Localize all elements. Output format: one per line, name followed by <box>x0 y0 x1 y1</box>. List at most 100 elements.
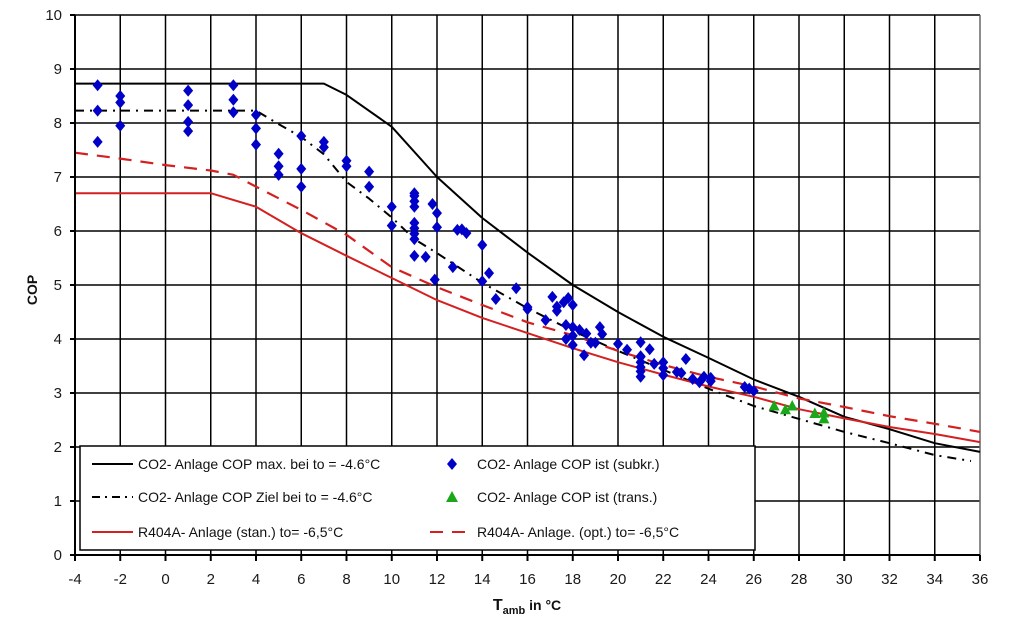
y-tick-label: 0 <box>54 547 62 564</box>
data-point-diamond <box>597 328 608 341</box>
legend-label: CO2- Anlage COP ist (trans.) <box>477 489 657 505</box>
data-point-diamond <box>318 141 329 154</box>
data-point-triangle <box>818 412 830 424</box>
data-point-diamond <box>183 115 194 128</box>
data-point-diamond <box>115 119 126 132</box>
data-point-diamond <box>698 370 709 383</box>
x-tick-label: 10 <box>383 571 400 588</box>
x-axis-title-main: T <box>493 597 503 614</box>
data-point-diamond <box>522 303 533 316</box>
data-point-diamond <box>461 227 472 240</box>
data-point-diamond <box>409 233 420 246</box>
data-point-diamond <box>658 369 669 382</box>
x-axis-title-subscript: amb <box>503 605 526 617</box>
data-point-diamond <box>92 79 103 92</box>
x-tick-label: 14 <box>474 571 491 588</box>
data-point-diamond <box>590 336 601 349</box>
data-point-diamond <box>296 162 307 175</box>
data-point-diamond <box>409 249 420 262</box>
legend-item-co2-ziel: CO2- Anlage COP Ziel bei to = -4.6°C <box>92 489 373 505</box>
x-tick-label: 24 <box>700 571 717 588</box>
data-point-diamond <box>432 221 442 234</box>
legend: CO2- Anlage COP max. bei to = -4.6°C CO2… <box>79 445 756 551</box>
data-point-diamond <box>705 375 716 388</box>
data-point-diamond <box>644 343 655 356</box>
data-point-diamond <box>613 337 623 350</box>
data-point-diamond <box>228 93 239 106</box>
x-tick-label: 12 <box>429 571 446 588</box>
data-point-diamond <box>432 207 442 220</box>
data-point-diamond <box>296 180 307 193</box>
data-point-diamond <box>567 329 578 342</box>
x-axis-title: Tamb in °C <box>493 597 561 617</box>
x-tick-label: 18 <box>564 571 581 588</box>
x-tick-label: 22 <box>655 571 672 588</box>
data-point-diamond <box>567 338 578 351</box>
data-point-diamond <box>228 79 239 92</box>
data-point-diamond <box>658 362 669 375</box>
y-tick-label: 1 <box>54 493 62 510</box>
x-tick-label: 36 <box>972 571 989 588</box>
data-point-diamond <box>92 104 103 117</box>
y-tick-label: 3 <box>54 385 62 402</box>
data-point-diamond <box>676 367 687 380</box>
data-point-diamond <box>622 343 633 356</box>
data-point-diamond <box>273 147 284 160</box>
data-point-triangle <box>786 399 798 411</box>
y-axis-title: COP <box>24 275 40 305</box>
legend-item-r404a-opt: R404A- Anlage. (opt.) to= -6,5°C <box>430 524 679 540</box>
data-point-diamond <box>579 349 590 362</box>
x-tick-label: 20 <box>610 571 627 588</box>
x-tick-label: 0 <box>161 571 169 588</box>
x-tick-label: 28 <box>791 571 808 588</box>
legend-item-r404a-stan: R404A- Anlage (stan.) to= -6,5°C <box>92 524 343 540</box>
legend-swatch-diamond <box>447 458 457 470</box>
data-point-diamond <box>115 96 126 109</box>
data-point-diamond <box>364 180 375 193</box>
legend-label: CO2- Anlage COP max. bei to = -4.6°C <box>138 456 380 472</box>
data-point-diamond <box>551 304 562 317</box>
data-point-diamond <box>251 108 261 121</box>
data-point-diamond <box>429 273 440 286</box>
data-point-diamond <box>409 200 420 213</box>
data-point-diamond <box>581 327 592 340</box>
x-tick-label: 6 <box>297 571 305 588</box>
legend-label: R404A- Anlage. (opt.) to= -6,5°C <box>477 524 679 540</box>
y-tick-label: 6 <box>54 223 62 240</box>
data-point-triangle <box>809 407 821 419</box>
data-point-diamond <box>680 352 691 365</box>
data-point-diamond <box>183 99 194 112</box>
legend-item-co2-max: CO2- Anlage COP max. bei to = -4.6°C <box>92 456 380 472</box>
data-point-diamond <box>115 90 126 102</box>
x-tick-label: 16 <box>519 571 536 588</box>
y-tick-label: 5 <box>54 277 62 294</box>
y-tick-labels: 0 1 2 3 4 5 6 7 8 9 10 <box>45 7 62 564</box>
data-point-diamond <box>635 370 646 383</box>
axes <box>70 14 981 561</box>
series-markers <box>92 79 830 424</box>
legend-box <box>79 445 756 551</box>
legend-label: CO2- Anlage COP Ziel bei to = -4.6°C <box>138 489 373 505</box>
x-tick-label: 34 <box>926 571 943 588</box>
data-point-diamond <box>635 336 646 349</box>
data-point-triangle <box>779 403 791 415</box>
data-point-diamond <box>511 282 522 295</box>
x-tick-label: 26 <box>745 571 762 588</box>
data-point-diamond <box>92 135 103 148</box>
data-point-diamond <box>228 106 239 119</box>
y-tick-label: 10 <box>45 7 62 24</box>
data-point-diamond <box>251 122 261 135</box>
data-point-diamond <box>273 160 284 173</box>
data-point-diamond <box>386 200 397 213</box>
data-point-diamond <box>364 165 375 178</box>
x-tick-label: 2 <box>207 571 215 588</box>
data-point-diamond <box>477 239 488 252</box>
series-line-1 <box>75 109 972 462</box>
x-tick-label: -2 <box>114 571 127 588</box>
y-tick-label: 4 <box>54 331 62 348</box>
data-point-diamond <box>420 250 431 263</box>
data-point-diamond <box>341 160 352 173</box>
data-point-diamond <box>273 168 284 181</box>
data-point-diamond <box>183 125 194 138</box>
